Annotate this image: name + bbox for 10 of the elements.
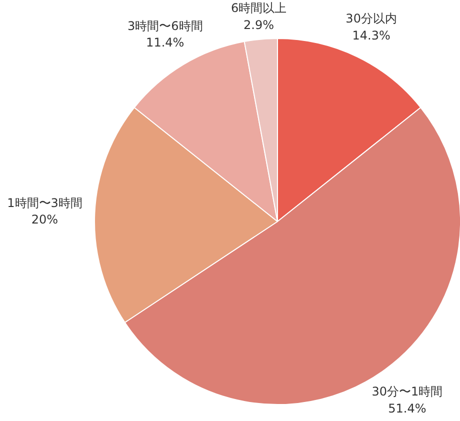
slice-label: 30分〜1時間 [372, 384, 443, 399]
data-label: 2.9% [244, 18, 274, 32]
data-label: 51.4% [388, 401, 426, 416]
slice-label: 1時間〜3時間 [7, 196, 82, 210]
data-label: 14.3% [352, 28, 390, 42]
slice-label: 30分以内 [346, 12, 397, 26]
data-label: 20% [31, 212, 58, 227]
slice-label: 3時間〜6時間 [127, 18, 203, 33]
slice-label: 6時間以上 [230, 1, 287, 16]
data-label: 11.4% [146, 36, 184, 50]
